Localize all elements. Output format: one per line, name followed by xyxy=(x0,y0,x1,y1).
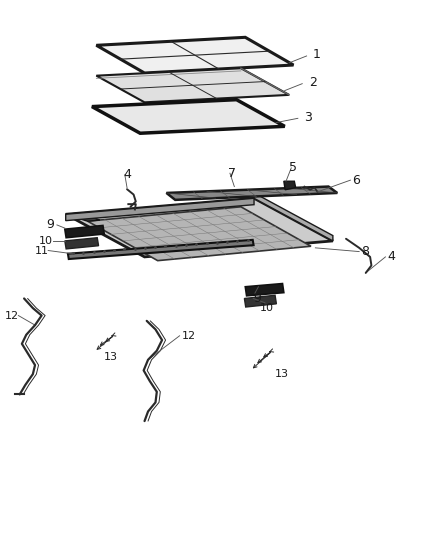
Polygon shape xyxy=(166,187,337,200)
Polygon shape xyxy=(66,213,100,221)
Text: 10: 10 xyxy=(39,236,53,246)
Polygon shape xyxy=(92,100,285,133)
Text: 5: 5 xyxy=(290,161,297,174)
Polygon shape xyxy=(68,240,254,259)
Text: 11: 11 xyxy=(35,246,49,255)
Polygon shape xyxy=(66,198,333,257)
Polygon shape xyxy=(254,193,333,241)
Polygon shape xyxy=(244,295,276,307)
Text: 1: 1 xyxy=(313,49,321,61)
Text: 10: 10 xyxy=(260,303,274,313)
Polygon shape xyxy=(96,68,289,102)
Text: 13: 13 xyxy=(275,369,289,379)
Polygon shape xyxy=(245,284,284,296)
Polygon shape xyxy=(65,238,99,249)
Polygon shape xyxy=(96,37,293,73)
Text: 8: 8 xyxy=(361,245,369,258)
Text: 12: 12 xyxy=(182,331,196,341)
Text: 4: 4 xyxy=(123,168,131,181)
Polygon shape xyxy=(65,225,104,238)
Text: 4: 4 xyxy=(388,251,396,263)
Text: 13: 13 xyxy=(104,352,118,362)
Polygon shape xyxy=(88,207,311,261)
Text: 12: 12 xyxy=(5,311,19,320)
Text: 7: 7 xyxy=(228,167,236,180)
Text: 6: 6 xyxy=(353,174,360,187)
Polygon shape xyxy=(66,198,254,221)
Text: 2: 2 xyxy=(309,76,317,89)
Polygon shape xyxy=(284,181,296,190)
Text: 3: 3 xyxy=(304,111,312,124)
Text: 9: 9 xyxy=(253,292,261,305)
Text: 9: 9 xyxy=(46,219,54,231)
